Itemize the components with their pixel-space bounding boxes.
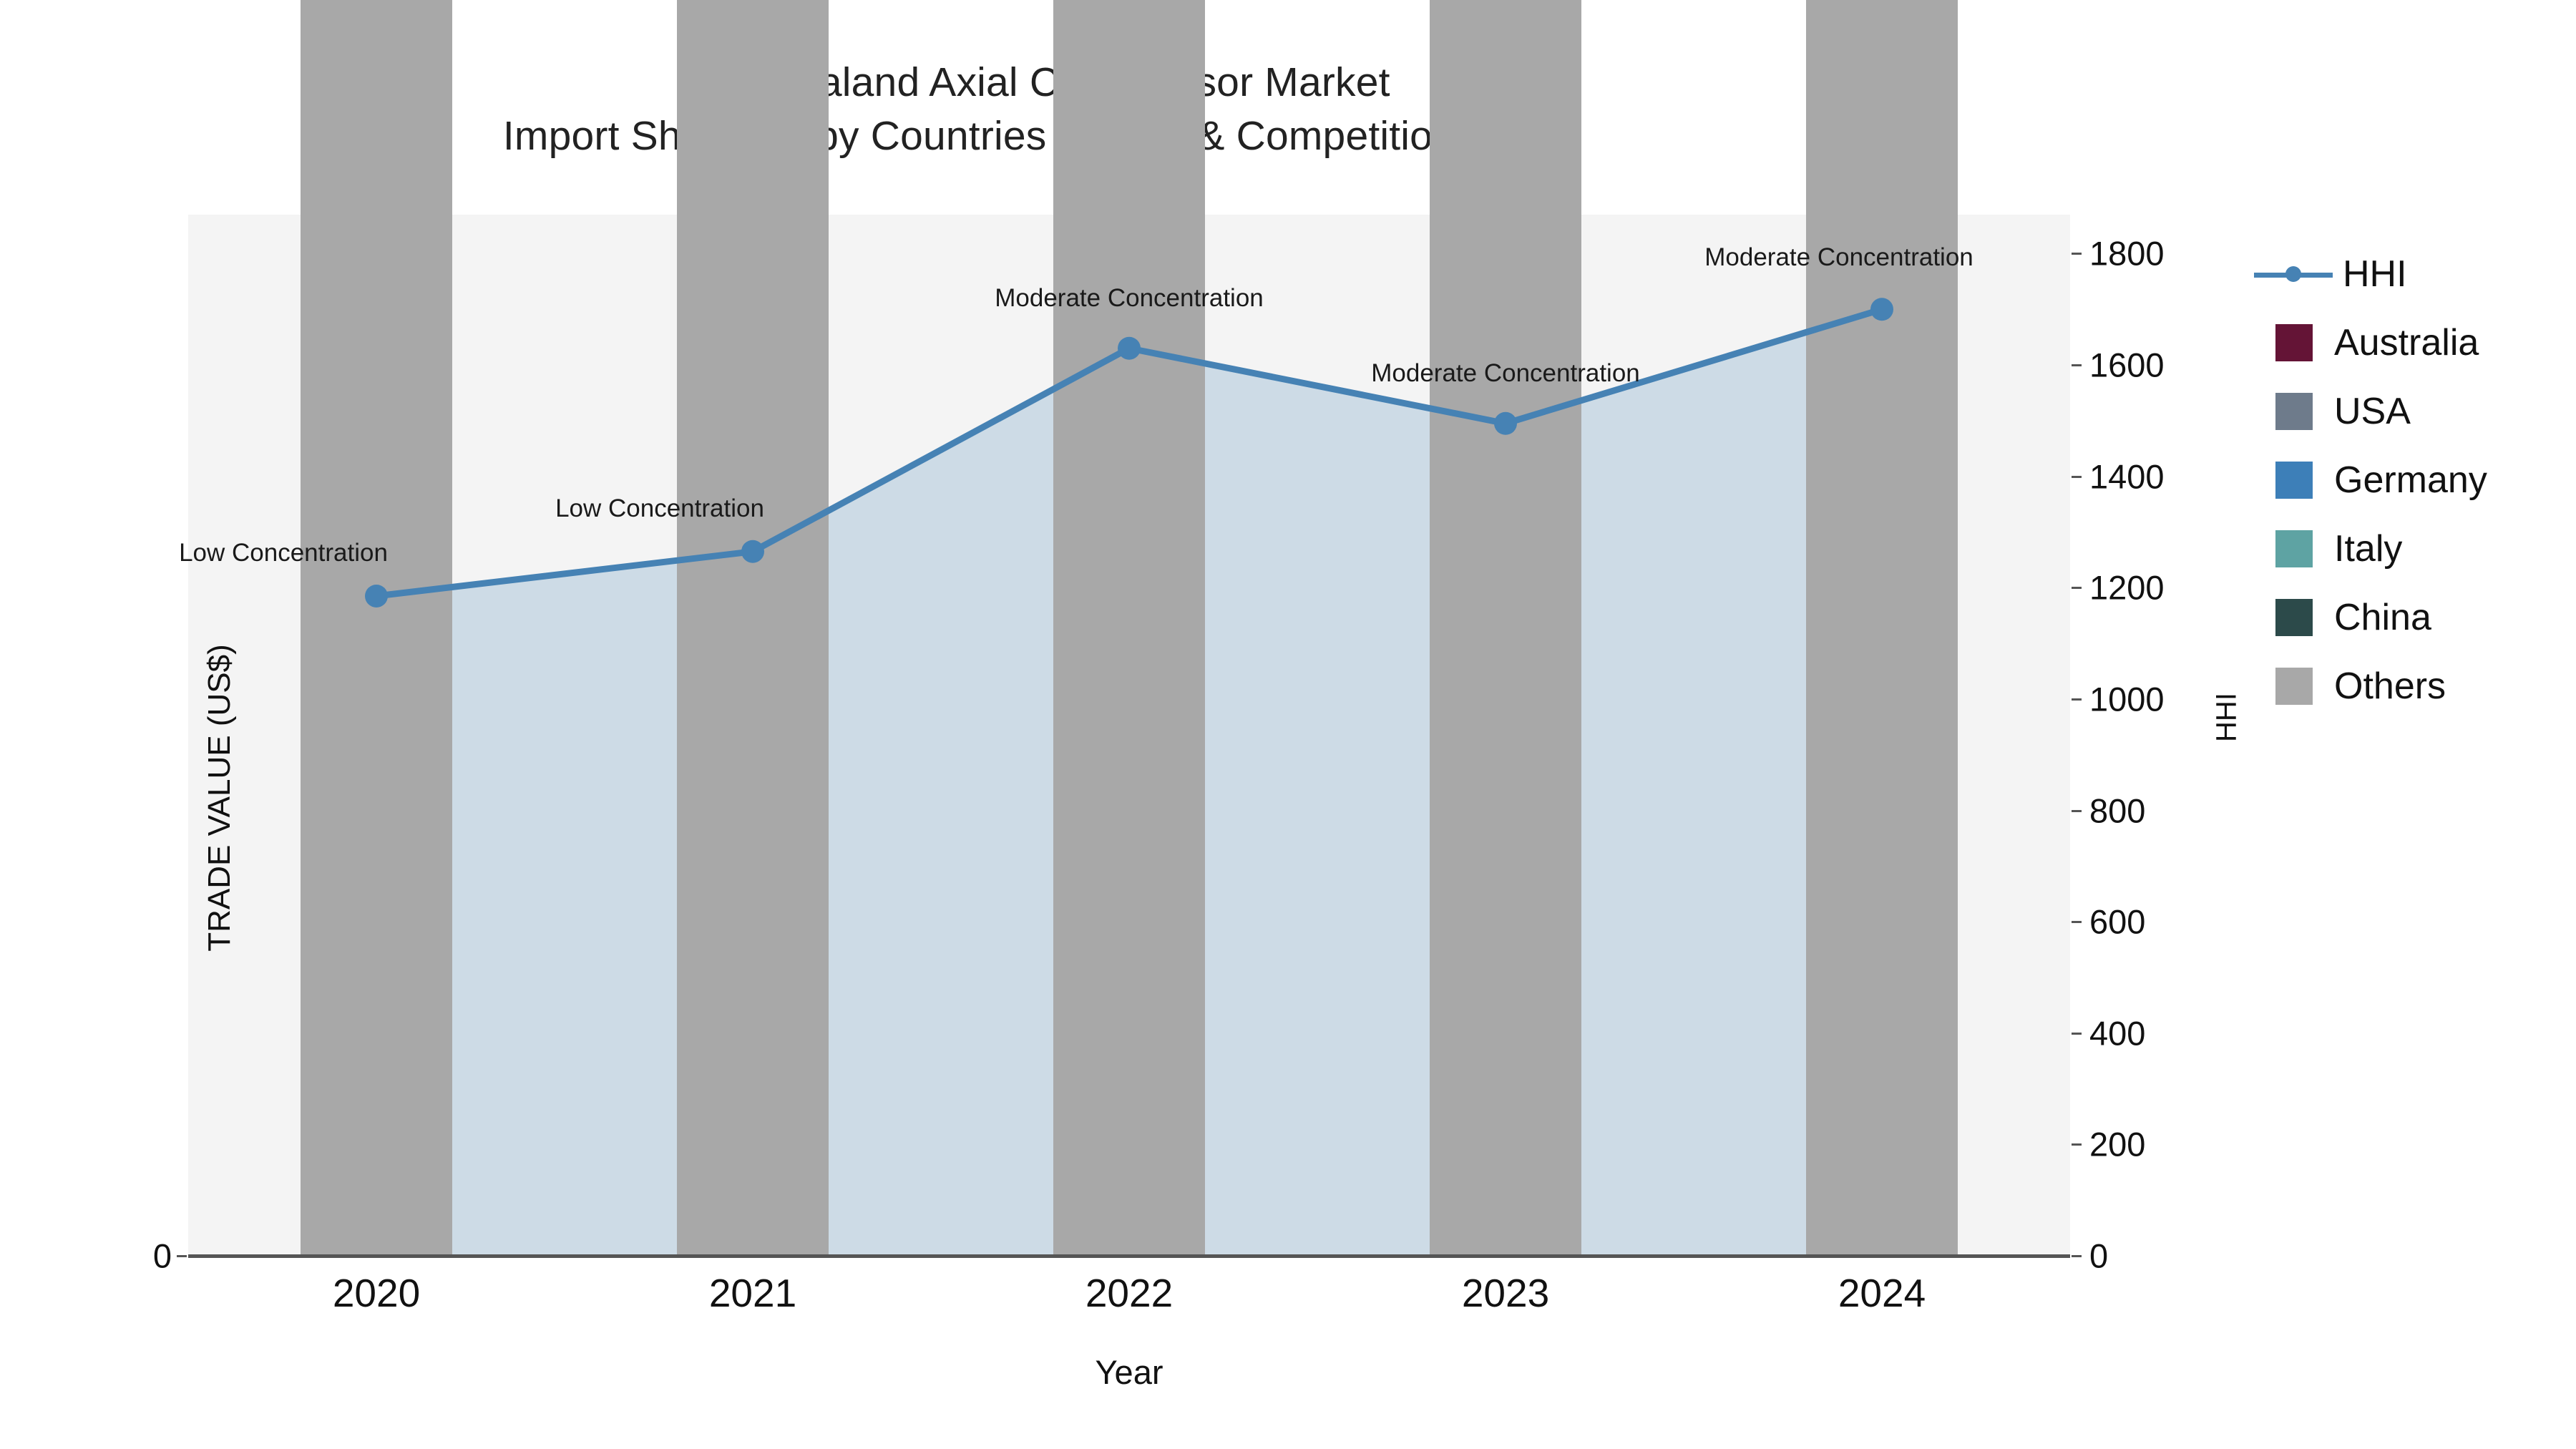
legend-swatch-others <box>2275 668 2313 705</box>
legend-swatch-germany <box>2275 462 2313 499</box>
legend-item-usa[interactable]: USA <box>2275 377 2576 446</box>
bar-stack-2021[interactable] <box>677 0 829 1256</box>
annotation-2022: Moderate Concentration <box>995 283 1264 312</box>
y-tick-mark-left <box>177 1255 187 1257</box>
y-tick-right: 1200 <box>2089 568 2165 607</box>
bar-stack-2024[interactable] <box>1806 0 1958 1256</box>
legend-label: Others <box>2334 665 2446 707</box>
y-tick-mark-right <box>2072 698 2082 701</box>
legend-item-others[interactable]: Others <box>2275 652 2576 721</box>
legend-label: Italy <box>2334 528 2403 570</box>
bar-stack-2020[interactable] <box>301 0 452 1256</box>
legend-item-italy[interactable]: Italy <box>2275 514 2576 583</box>
annotation-2023: Moderate Concentration <box>1371 358 1640 387</box>
bar-segment-others[interactable] <box>301 0 452 1256</box>
legend-item-germany[interactable]: Germany <box>2275 446 2576 514</box>
y-tick-right: 800 <box>2089 791 2146 830</box>
legend-item-australia[interactable]: Australia <box>2275 308 2576 377</box>
bars-layer <box>188 0 2070 1256</box>
legend-label: China <box>2334 597 2431 638</box>
x-tick-2022: 2022 <box>1085 1271 1174 1315</box>
y-tick-mark-right <box>2072 475 2082 478</box>
legend-label: Australia <box>2334 322 2479 364</box>
x-tick-2024: 2024 <box>1838 1271 1926 1315</box>
x-tick-2021: 2021 <box>708 1271 797 1315</box>
x-axis-label: Year <box>1095 1353 1163 1391</box>
y-tick-right: 1000 <box>2089 680 2165 718</box>
plot-area: Low Concentration Low Concentration Modera… <box>179 0 2070 1256</box>
hhi-marker-2020[interactable] <box>365 584 388 608</box>
y-tick-right: 200 <box>2089 1125 2146 1163</box>
y-axis-right-label: HHI <box>2210 693 2243 742</box>
legend-item-hhi[interactable]: HHI <box>2254 240 2576 308</box>
y-tick-mark-right <box>2072 1143 2082 1146</box>
x-tick-2020: 2020 <box>332 1271 421 1315</box>
x-axis-line <box>188 1254 2070 1258</box>
bar-segment-others[interactable] <box>1806 0 1958 1256</box>
y-tick-right: 1600 <box>2089 346 2165 384</box>
legend-swatch-australia <box>2275 324 2313 361</box>
bar-segment-others[interactable] <box>1053 0 1205 1256</box>
hhi-line-layer <box>188 215 2070 1256</box>
y-tick-right: 1400 <box>2089 457 2165 496</box>
legend: HHI Australia USA Germany Italy China Others <box>2254 240 2576 721</box>
y-tick-mark-right <box>2072 253 2082 255</box>
y-tick-right: 0 <box>2089 1236 2109 1275</box>
y-tick-mark-right <box>2072 1032 2082 1035</box>
y-tick-mark-right <box>2072 1255 2082 1257</box>
legend-swatch-italy <box>2275 530 2313 567</box>
y-tick-right: 1800 <box>2089 234 2165 273</box>
y-tick-mark-right <box>2072 587 2082 590</box>
hhi-marker-2023[interactable] <box>1494 411 1517 435</box>
legend-swatch-usa <box>2275 393 2313 430</box>
legend-label: USA <box>2334 391 2411 432</box>
bar-segment-others[interactable] <box>1430 0 1581 1256</box>
y-tick-right: 400 <box>2089 1014 2146 1053</box>
y-tick-mark-right <box>2072 921 2082 924</box>
annotation-2024: Moderate Concentration <box>1704 243 1974 272</box>
y-tick-right: 600 <box>2089 902 2146 941</box>
legend-line-marker-icon <box>2254 255 2333 293</box>
y-tick-left: 0 <box>152 1236 172 1275</box>
hhi-marker-2024[interactable] <box>1870 298 1893 321</box>
legend-label: Germany <box>2334 459 2487 501</box>
bar-segment-others[interactable] <box>677 0 829 1256</box>
legend-item-china[interactable]: China <box>2275 583 2576 652</box>
y-tick-mark-right <box>2072 364 2082 367</box>
hhi-marker-2022[interactable] <box>1118 336 1141 360</box>
x-tick-2023: 2023 <box>1461 1271 1550 1315</box>
annotation-2021: Low Concentration <box>555 494 764 522</box>
hhi-marker-2021[interactable] <box>741 540 764 563</box>
bar-stack-2022[interactable] <box>1053 0 1205 1256</box>
y-tick-mark-right <box>2072 809 2082 812</box>
legend-label: HHI <box>2343 253 2407 295</box>
annotation-2020: Low Concentration <box>179 538 388 567</box>
legend-swatch-china <box>2275 599 2313 636</box>
bar-stack-2023[interactable] <box>1430 0 1581 1256</box>
y-axis-left-label: TRADE VALUE (US$) <box>202 644 237 952</box>
